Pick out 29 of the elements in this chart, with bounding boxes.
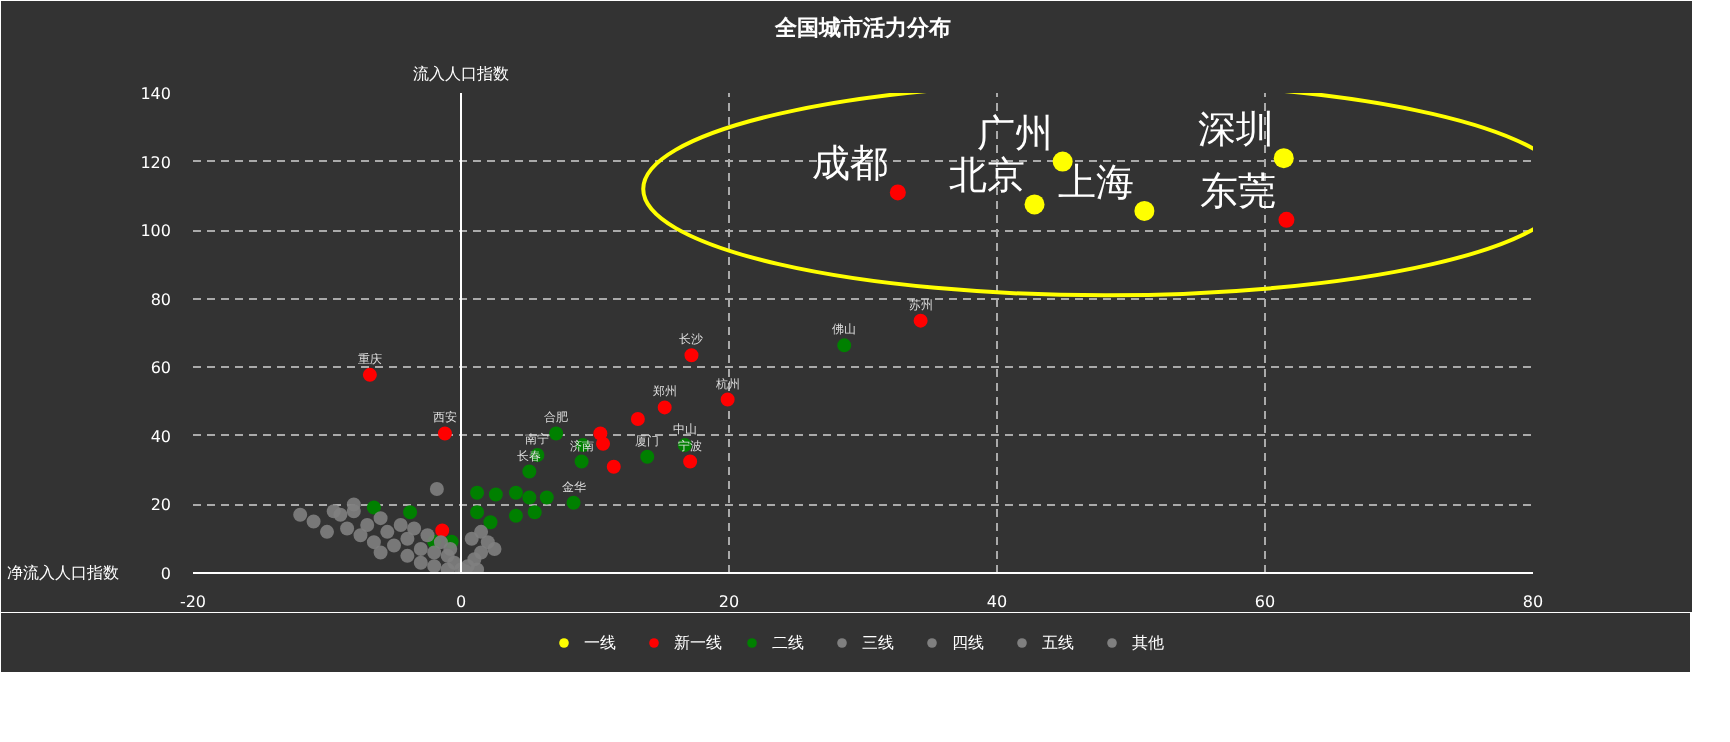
annotation: 上海 [1058,160,1135,205]
x-tick-label: 40 [986,593,1008,611]
y-axis-title: 流入人口指数 [413,65,509,83]
y-tick-label: 20 [150,496,172,515]
legend-label: 新一线 [674,631,722,654]
legend-label: 五线 [1042,631,1076,654]
annotation: 东莞 [1200,169,1277,214]
legend-label: 一线 [584,631,618,654]
y-tick-label: 100 [140,222,172,241]
annotation: 北京 [948,154,1025,199]
x-tick-label: 0 [455,593,467,611]
annotation: 深圳 [1197,108,1274,153]
y-tick-label: 120 [140,153,172,172]
y-tick-label: 140 [140,85,172,103]
x-axis-title: 净流入人口指数 [7,564,119,582]
annotation: 广州 [976,111,1053,156]
x-tick-label: 20 [718,593,740,611]
x-tick-label: 80 [1522,593,1544,611]
y-tick-label: 80 [150,290,172,309]
legend-label: 四线 [952,631,986,654]
x-tick-label: -20 [179,593,207,611]
legend-label: 其他 [1132,631,1166,654]
y-tick-label: 60 [150,359,172,378]
legend-label: 三线 [862,631,896,654]
x-tick-label: 60 [1254,593,1276,611]
legend-label: 二线 [772,631,806,654]
chart-title: 全国城市活力分布 [773,15,951,41]
y-tick-label: 40 [150,427,172,446]
y-tick-label: 0 [160,565,172,583]
